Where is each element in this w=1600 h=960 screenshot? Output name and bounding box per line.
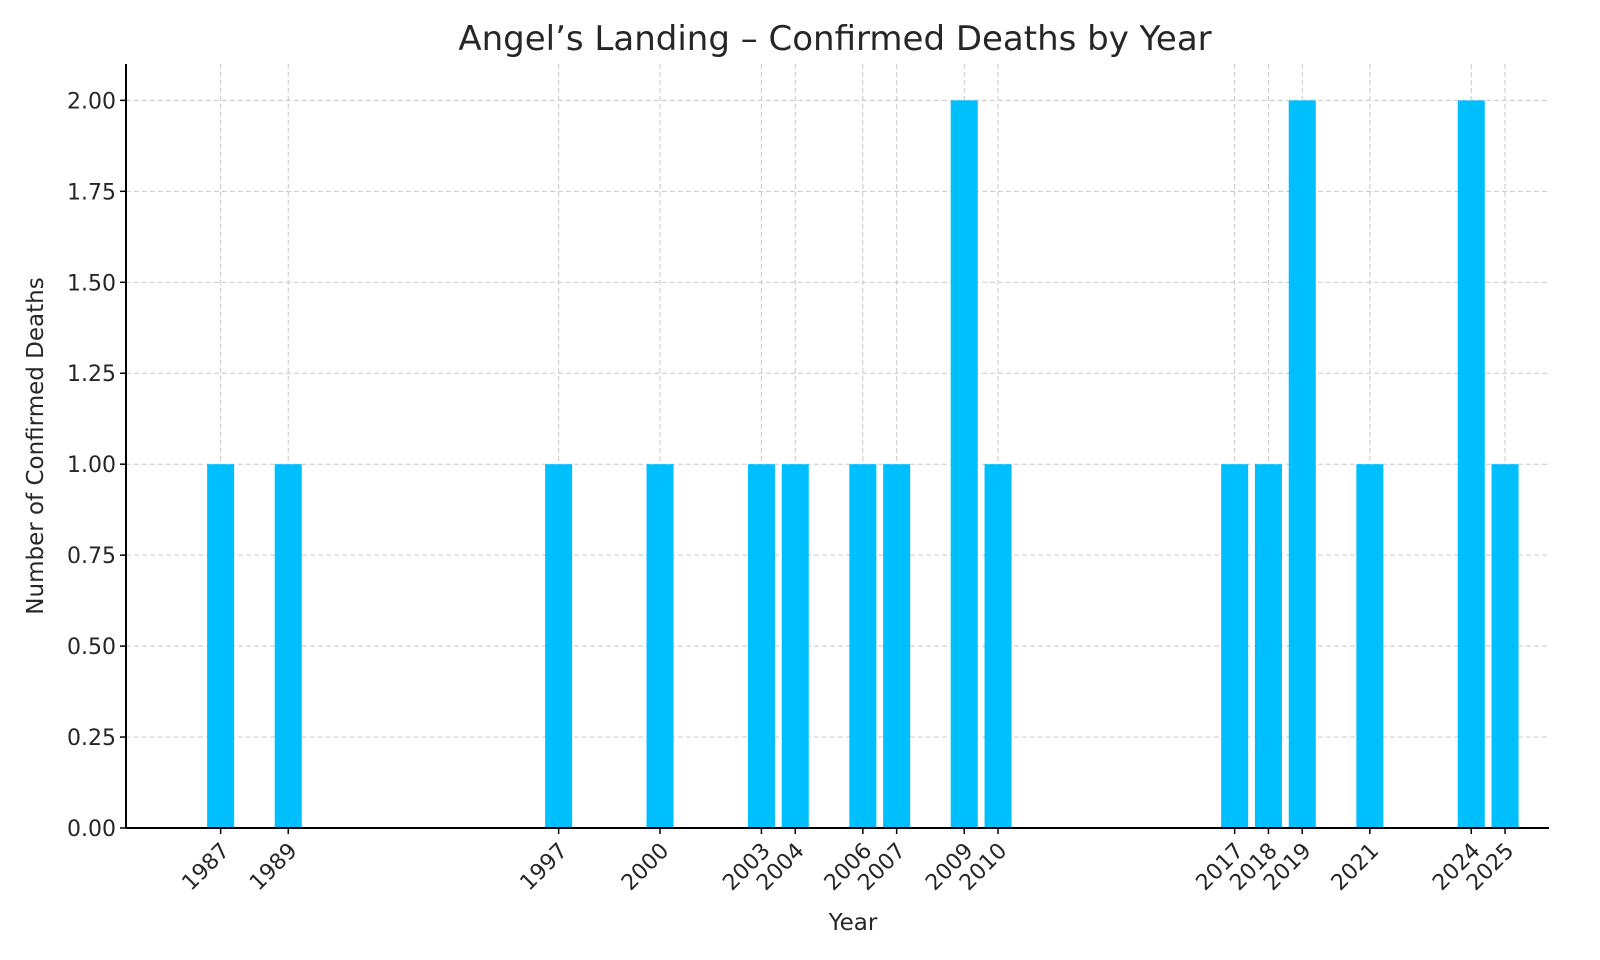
x-tick-label: 1989 bbox=[245, 839, 302, 896]
bar-2006 bbox=[849, 464, 877, 828]
bar-2007 bbox=[883, 464, 911, 828]
grid bbox=[126, 64, 1549, 829]
x-tick-label: 2021 bbox=[1327, 839, 1384, 896]
y-tick-label: 2.00 bbox=[67, 89, 116, 114]
axes bbox=[125, 64, 1549, 829]
bar-2021 bbox=[1356, 464, 1384, 828]
bar-1987 bbox=[207, 464, 235, 828]
bar-2018 bbox=[1254, 464, 1282, 828]
bar-2010 bbox=[984, 464, 1012, 828]
bars bbox=[207, 100, 1519, 828]
bar-2025 bbox=[1491, 464, 1519, 828]
bar-2004 bbox=[781, 464, 809, 828]
y-tick-label: 1.00 bbox=[67, 453, 116, 478]
x-axis-label: Year bbox=[828, 910, 878, 936]
bar-2019 bbox=[1288, 100, 1316, 828]
bar-2009 bbox=[950, 100, 978, 828]
y-tick-label: 1.50 bbox=[67, 271, 116, 296]
y-tick-label: 0.50 bbox=[67, 635, 116, 660]
y-ticks: 0.00 0.25 0.50 0.75 1.00 1.25 1.50 1.75 2.00 bbox=[67, 89, 126, 842]
x-tick-label: 2000 bbox=[617, 839, 674, 896]
x-tick-label: 1997 bbox=[516, 839, 573, 896]
bar-1997 bbox=[545, 464, 573, 828]
y-tick-label: 0.25 bbox=[67, 726, 116, 751]
bar-2003 bbox=[747, 464, 775, 828]
bar-2017 bbox=[1221, 464, 1249, 828]
y-tick-label: 1.75 bbox=[67, 180, 116, 205]
bar-1989 bbox=[274, 464, 302, 828]
bar-2024 bbox=[1457, 100, 1485, 828]
y-tick-label: 1.25 bbox=[67, 362, 116, 387]
y-tick-label: 0.75 bbox=[67, 544, 116, 569]
bar-2000 bbox=[646, 464, 674, 828]
x-tick-label: 1987 bbox=[178, 839, 235, 896]
y-tick-label: 0.00 bbox=[67, 817, 116, 842]
chart-title: Angel’s Landing – Confirmed Deaths by Ye… bbox=[458, 19, 1211, 59]
y-axis-label: Number of Confirmed Deaths bbox=[23, 277, 49, 614]
